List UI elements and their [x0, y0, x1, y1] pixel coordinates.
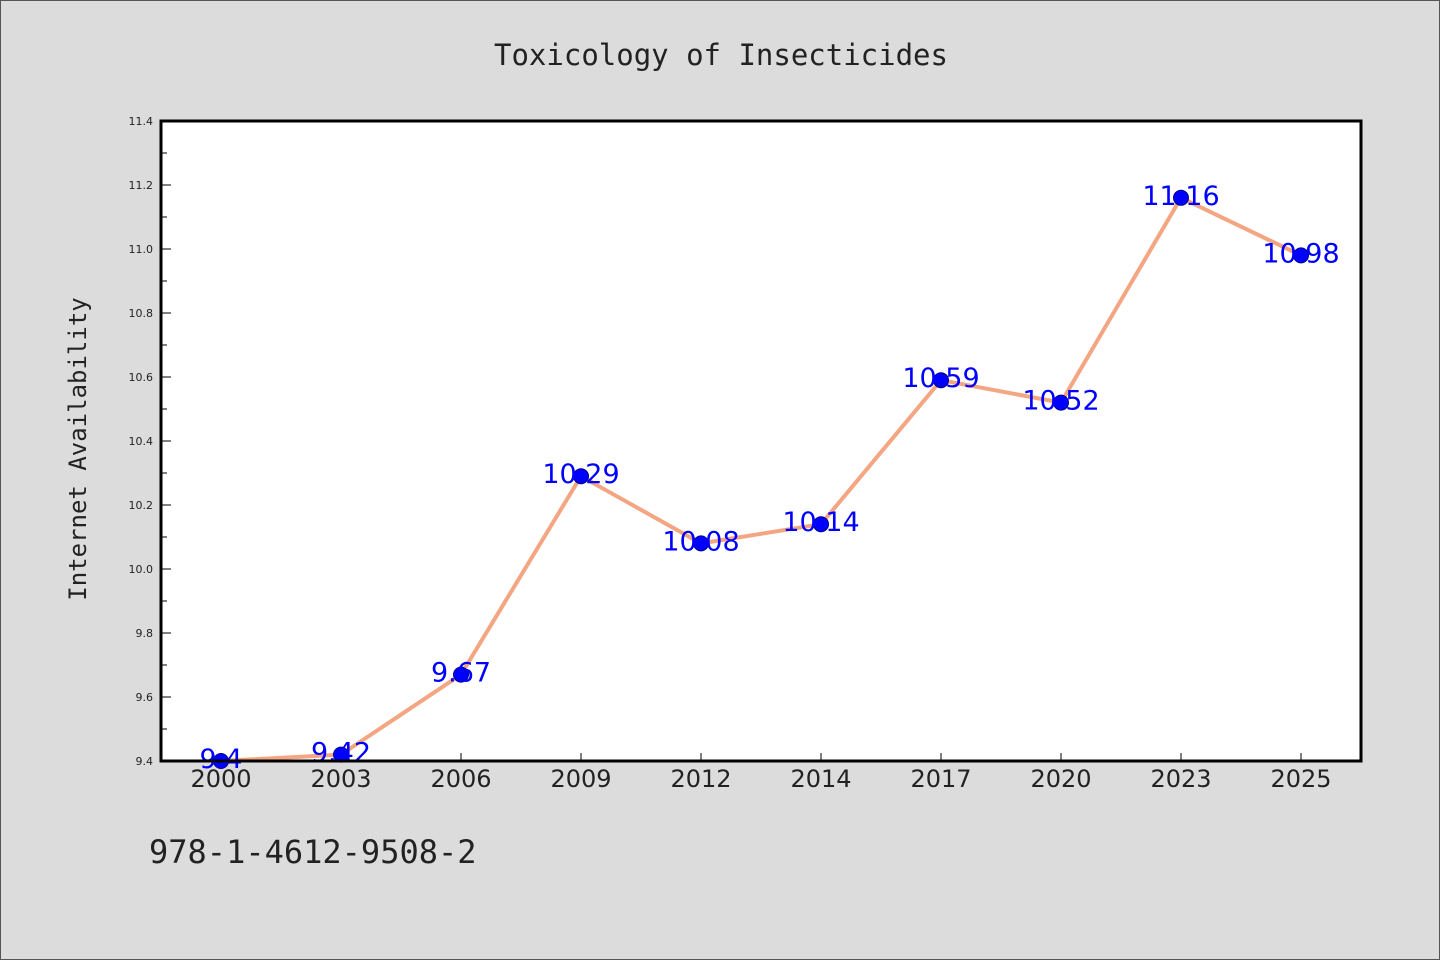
- x-tick-label: 2012: [670, 765, 731, 793]
- y-tick-label: 9.6: [136, 691, 154, 704]
- data-labels: 9.4 9.429.6710.2910.0810.1410.5910.5211.1…: [200, 181, 1340, 775]
- data-label: 10.98: [1262, 238, 1339, 269]
- data-point: [1173, 189, 1189, 206]
- y-tick-label: 9.4: [136, 755, 154, 768]
- data-point: [1293, 247, 1309, 264]
- data-label: 9.42: [311, 738, 371, 769]
- y-tick-label: 10.4: [129, 435, 154, 448]
- isbn-text: 978-1-4612-9508-2: [149, 833, 477, 871]
- data-label: 10.14: [782, 507, 859, 538]
- x-tick-label: 2017: [910, 765, 971, 793]
- data-label: 10.08: [662, 526, 739, 557]
- x-tick-label: 2000: [190, 765, 251, 793]
- y-tick-label: 10.6: [129, 371, 154, 384]
- y-tick-label: 11.4: [129, 115, 154, 128]
- x-tick-label: 2025: [1270, 765, 1331, 793]
- data-point: [933, 372, 949, 389]
- y-tick-label: 11.2: [129, 179, 154, 192]
- x-tick-label: 2009: [550, 765, 611, 793]
- y-axis: 9.4 9.6 9.8 10.0 10.2 10.4 10.6 10.8 11.0 11.2 11.…: [129, 115, 171, 768]
- data-point: [813, 516, 829, 533]
- data-point: [1053, 394, 1069, 411]
- data-point: [693, 535, 709, 552]
- data-label: 9.67: [431, 658, 491, 689]
- x-tick-label: 2003: [310, 765, 371, 793]
- y-tick-label: 9.8: [136, 627, 154, 640]
- x-tick-label: 2014: [790, 765, 851, 793]
- data-label: 10.29: [542, 459, 619, 490]
- x-tick-label: 2020: [1030, 765, 1091, 793]
- y-tick-label: 10.2: [129, 499, 154, 512]
- series-line: [220, 195, 1302, 763]
- x-tick-label: 2023: [1150, 765, 1211, 793]
- y-tick-label: 10.8: [129, 307, 154, 320]
- data-point: [573, 468, 589, 485]
- y-axis-label: Internet Availability: [64, 297, 92, 600]
- series-layer: [213, 189, 1309, 769]
- data-label: 11.16: [1142, 181, 1219, 212]
- plot-frame: [159, 119, 1363, 763]
- data-label: 10.59: [902, 363, 979, 394]
- data-point: [453, 666, 469, 683]
- y-tick-label: 10.0: [129, 563, 154, 576]
- x-tick-label: 2006: [430, 765, 491, 793]
- x-axis: 2000 2003 2006 2009 2012 2014 2017 2020 2023 2025: [190, 753, 1332, 793]
- chart-title: Toxicology of Insecticides: [494, 38, 948, 72]
- plot-area: [161, 121, 1361, 761]
- data-label: 10.52: [1022, 386, 1099, 417]
- y-tick-label: 11.0: [129, 243, 154, 256]
